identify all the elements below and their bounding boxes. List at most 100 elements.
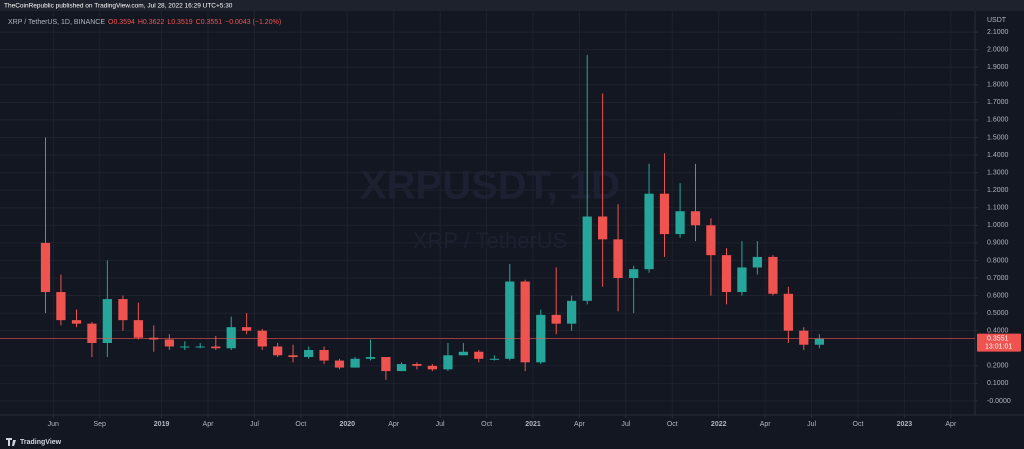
y-tick-label: 1.9000 [987,64,1009,71]
x-tick-label: Jul [250,421,259,428]
x-tick-label: Apr [203,421,215,428]
candle-body [304,350,314,358]
candle-body [334,360,345,368]
candle-body [226,327,236,349]
candle-body [598,216,608,240]
y-tick-label: 1.2000 [987,187,1009,194]
legend-symbol: XRP / TetherUS, 1D, BINANCE [8,19,105,26]
candle-body [396,364,407,372]
x-tick-label: Oct [295,421,306,428]
x-tick-label: Apr [574,421,586,428]
x-tick-label: 2022 [711,421,727,428]
watermark-sub: XRP / TetherUS [413,228,567,253]
candle-body [87,323,97,343]
candle-body [474,351,484,359]
tradingview-logo [6,438,16,446]
candle-body [783,293,793,331]
y-tick-label: 0.9000 [987,240,1009,247]
candle-body [195,346,205,348]
x-tick-label: Sep [93,421,106,428]
y-tick-label: 2.1000 [987,29,1009,36]
y-tick-label: 1.6000 [987,117,1009,124]
candle-body [752,256,762,268]
candle-body [567,300,577,324]
grid [0,11,975,415]
candle-body [118,299,128,321]
candle-body [427,365,437,370]
candle-body [180,346,190,348]
legend-low: L0.3519 [167,19,192,26]
candle-body [412,364,422,366]
y-tick-label: 0.8000 [987,257,1009,264]
candle-body [629,269,639,278]
candle-body [133,320,143,338]
watermark: XRPUSDT, 1D [360,164,620,208]
y-tick-label: 1.5000 [987,134,1009,141]
x-tick-label: 2020 [339,421,355,428]
y-tick-label: 1.8000 [987,82,1009,89]
candle-body [551,314,561,324]
legend-open: O0.3594 [108,19,135,26]
candle-body [737,267,747,293]
candle-body [505,281,515,359]
footer-bar [0,433,1024,449]
candle-body [644,193,654,270]
candle-body [721,255,732,293]
y-tick-label: 2.0000 [987,46,1009,53]
candle-body [443,355,453,370]
candle-body [71,320,82,324]
x-tick-label: Apr [945,421,957,428]
legend-change: −0.0043 (−1.20%) [225,19,281,26]
x-tick-label: Apr [388,421,400,428]
y-tick-label: 1.4000 [987,152,1009,159]
candle-body [706,225,716,256]
candle-body [288,355,298,358]
candle-body [56,292,66,321]
candle-body [211,346,221,349]
candle-body [40,242,51,293]
y-tick-label: 0.2000 [987,363,1009,370]
candle-body [768,256,778,294]
y-tick-label: -0.0000 [987,398,1011,405]
x-tick-label: Jun [48,421,59,428]
last-price-label: 0.3551 [987,335,1009,342]
candle-body [814,338,824,345]
candle-body [350,358,360,368]
candle-body [659,193,670,235]
x-tick-label: Oct [853,421,864,428]
x-tick-label: Jul [621,421,630,428]
candle-body [164,339,174,347]
y-tick-label: 1.7000 [987,99,1009,106]
candle-body [365,357,376,359]
x-tick-label: 2019 [154,421,170,428]
candle-body [690,211,701,226]
last-price-badge [977,333,1021,352]
candle-body [582,216,592,301]
legend-high: H0.3622 [138,19,165,26]
candle-body [102,299,112,343]
candle-body [458,351,468,356]
x-tick-label: Oct [481,421,492,428]
candle-body [613,239,623,278]
legend: XRP / TetherUS, 1D, BINANCE O0.3594 H0.3… [8,19,281,26]
x-tick-label: 2023 [897,421,913,428]
footer-text: TradingView [20,439,62,446]
y-unit: USDT [987,17,1007,24]
x-tick-label: Jul [807,421,816,428]
x-tick-label: Oct [667,421,678,428]
y-tick-label: 1.3000 [987,169,1009,176]
legend-close: C0.3551 [196,19,223,26]
candle-body [319,350,329,361]
y-tick-label: 1.1000 [987,205,1009,212]
y-tick-label: 0.6000 [987,292,1009,299]
y-tick-label: 0.4000 [987,328,1009,335]
candle-body [381,357,391,372]
candle-body [489,358,499,360]
x-tick-label: Apr [760,421,772,428]
header-text: TheCoinRepublic published on TradingView… [4,3,233,10]
y-tick-label: 0.5000 [987,310,1009,317]
countdown-label: 13:01:01 [985,343,1012,350]
candle-body [242,327,252,331]
header-bar [0,0,1024,11]
